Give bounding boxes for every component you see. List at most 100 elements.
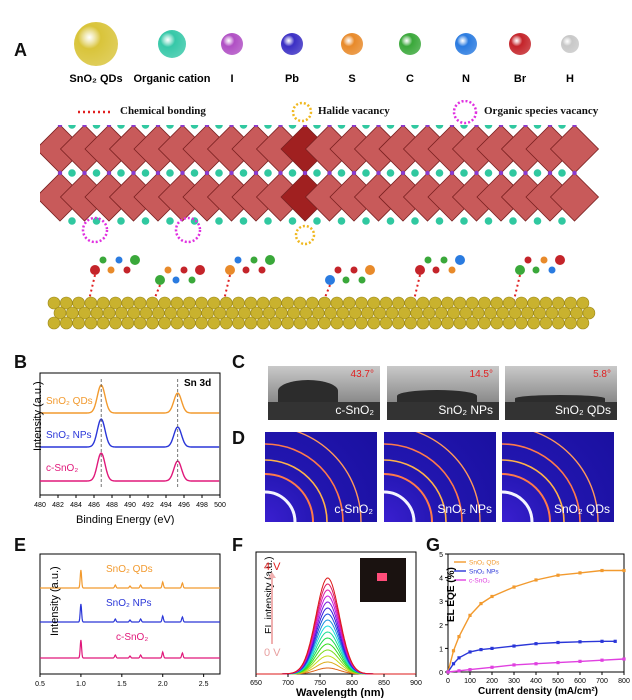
sno2-qd (490, 296, 504, 310)
sno2-qd (195, 316, 208, 330)
sno2-qd (170, 316, 184, 330)
eqe-legend-label: SnO₂ QDs (469, 560, 500, 567)
xrd-curve-2 (40, 639, 220, 659)
diffraction-ring (265, 473, 314, 522)
eqe-point (468, 613, 472, 617)
halide-vacancy-icon (291, 101, 313, 123)
sno2-qd (502, 296, 516, 310)
organic-cation (558, 125, 566, 129)
eqe-point (451, 649, 456, 653)
eqe-point (512, 663, 516, 667)
organic-cation (533, 169, 542, 177)
diffraction-ring (384, 490, 416, 522)
organic-cation (215, 169, 223, 177)
molecule-atom (334, 266, 342, 274)
organic-cation (386, 217, 395, 225)
organic-cation (190, 169, 199, 177)
panel-label-d: D (232, 428, 245, 448)
xps-xtick: 492 (142, 502, 154, 509)
eqe-point (468, 650, 472, 654)
eqe-point (578, 659, 582, 663)
xps-xlabel: Binding Energy (eV) (76, 514, 174, 525)
xrd-curve-1 (40, 603, 220, 623)
organic-cation (166, 217, 174, 225)
giwaxs-sample: SnO₂ QDs (553, 502, 610, 516)
legend-swatch-5 (399, 33, 421, 55)
sno2-qd (121, 316, 135, 330)
legend-label-7: Br (514, 73, 527, 85)
eqe-point (578, 640, 582, 644)
molecule-atom (365, 265, 375, 275)
organic-cation (117, 217, 125, 225)
sno2-qd (551, 316, 565, 330)
sno2-qd (570, 306, 583, 320)
sno2-qd (238, 306, 251, 320)
octahedron (549, 172, 600, 222)
sno2-qd (515, 316, 528, 330)
molecule-atom (265, 255, 275, 265)
xrd-ylabel: Intensity (a.u.) (49, 566, 61, 636)
xps-series-c: c-SnO₂ (46, 463, 78, 474)
molecule-atom (172, 276, 180, 284)
panel-label-g: G (426, 535, 441, 555)
sno2-qd (102, 306, 116, 320)
eqe-ytick: 2 (439, 623, 443, 630)
sno2-qd (373, 306, 387, 320)
sno2-qd (164, 306, 177, 320)
molecule-atom (195, 265, 205, 275)
sno2-qd (275, 306, 288, 320)
legend-swatch-1 (158, 30, 186, 58)
sno2-qd (392, 316, 405, 330)
organic-cation (460, 169, 468, 177)
organic-cation (92, 125, 101, 129)
legend-label-2: I (230, 73, 233, 85)
sno2-qd (428, 296, 442, 310)
organic-cation (92, 169, 101, 177)
diffraction-ring (265, 490, 297, 522)
eqe-point (457, 669, 461, 673)
el-bottom-label: 0 V (264, 647, 281, 659)
diffraction-ring (296, 432, 362, 522)
diffraction-ring (384, 443, 463, 522)
sno2-qd (305, 316, 319, 330)
eqe-xtick: 600 (574, 678, 586, 685)
legend-label-0: SnO₂ QDs (69, 73, 122, 85)
eqe-point (490, 665, 494, 669)
molecule-atom (555, 255, 565, 265)
sno2-qd (293, 316, 307, 330)
organic-cation (288, 125, 297, 129)
eqe-point (556, 660, 560, 665)
sno2-qd (453, 316, 467, 330)
molecule-atom (258, 266, 266, 274)
el-xtick: 750 (314, 680, 326, 687)
organic-cation (141, 125, 150, 129)
eqe-point (468, 668, 472, 672)
legend-swatch-3 (281, 33, 303, 55)
molecule-atom (242, 266, 250, 274)
sno2-qd (170, 296, 184, 310)
organic-cation (68, 169, 76, 177)
organic-cation (484, 217, 493, 225)
eqe-series-line-2 (447, 658, 625, 673)
el-ylabel: EL intensity (a.u.) (264, 557, 275, 634)
eqe-xtick: 500 (552, 678, 564, 685)
contact-angle-sample: SnO₂ QDs (554, 403, 611, 417)
xrd-xtick: 2.0 (158, 681, 168, 688)
schematic-legend (78, 100, 478, 125)
el-spectra-chart: 650 700 750 800 850 900 EL intensity (a.u.) W… (250, 551, 422, 698)
organic-cation (288, 217, 297, 225)
eqe-xlabel: Current density (mA/cm²) (478, 686, 598, 697)
organic-vacancy-label: Organic species vacancy (484, 105, 599, 117)
molecule-atom (225, 265, 235, 275)
organic-cation (411, 169, 419, 177)
contact-angle-sample: SnO₂ NPs (438, 403, 493, 417)
sno2-qd (496, 306, 510, 320)
xps-xtick: 494 (160, 502, 172, 509)
sno2-qd (508, 306, 522, 320)
water-droplet (278, 380, 338, 402)
organic-cation (509, 125, 517, 129)
organic-cation (460, 217, 468, 225)
organic-cation (484, 169, 493, 177)
eqe-point (479, 601, 483, 606)
sno2-qd (189, 306, 202, 320)
